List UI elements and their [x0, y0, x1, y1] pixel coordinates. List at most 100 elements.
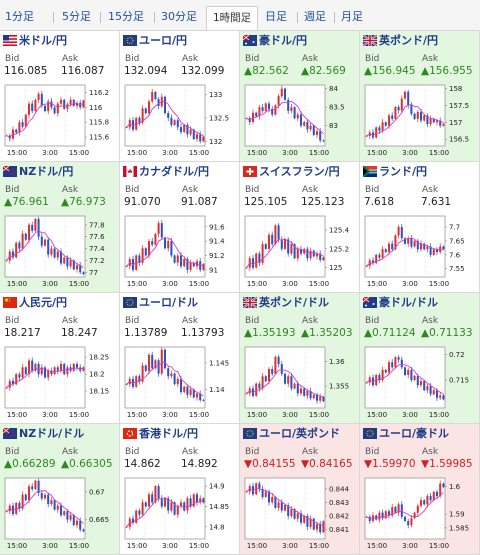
- pair-name-link[interactable]: 英ポンド/ドル: [259, 296, 330, 309]
- candlestick-chart[interactable]: 91.6 91.4 91.2 91 15:00 3:00 15:00: [123, 212, 236, 289]
- candle-body: [34, 99, 37, 112]
- candlestick-chart[interactable]: 77.8 77.6 77.4 77.2 77 15:00 3:00 15:00: [3, 212, 116, 289]
- pair-name-link[interactable]: 香港ドル/円: [139, 427, 199, 440]
- candlestick-chart[interactable]: 116.2 116 115.8 115.6 15:00 3:00 15:00: [3, 81, 116, 158]
- candlestick-chart[interactable]: 7.7 7.65 7.6 7.55 15:00 3:00 15:00: [363, 212, 476, 289]
- pair-card[interactable]: 香港ドル/円 Bid Ask 14.862 14.892 14.9 14.85 14.8 15:…: [120, 424, 240, 555]
- pair-card[interactable]: 英ポンド/円 Bid Ask ▲156.945 ▲156.955 158 157.5 157 1…: [360, 31, 480, 162]
- candle-body: [261, 244, 264, 263]
- candle-body: [125, 526, 128, 528]
- pair-card[interactable]: ユーロ/豪ドル Bid Ask ▼1.59970 ▼1.59985 1.6 1.59 1.58…: [360, 424, 480, 555]
- pair-card[interactable]: ユーロ/ドル Bid Ask 1.13789 1.13793 1.145 1.14 15:00…: [120, 293, 240, 424]
- tab-monthly[interactable]: 月足: [341, 10, 363, 23]
- candle-body: [384, 511, 387, 519]
- tab-1hour[interactable]: 1時間足: [206, 6, 259, 30]
- candlestick-chart[interactable]: 18.25 18.2 18.15 15:00 3:00 15:00: [3, 343, 116, 420]
- pair-card[interactable]: ユーロ/円 Bid Ask 132.094 132.099 133 132.5 132 15:0…: [120, 31, 240, 162]
- candle-body: [183, 124, 186, 132]
- candle-body: [296, 248, 299, 259]
- pair-card[interactable]: NZドル/円 Bid Ask ▲76.961 ▲76.973 77.8 77.6 77.4 77…: [0, 162, 120, 293]
- tab-daily[interactable]: 日足: [265, 10, 287, 23]
- tab-30min[interactable]: 30分足: [161, 10, 197, 23]
- candlestick-chart[interactable]: 158 157.5 157 156.5 15:00 3:00 15:00: [363, 81, 476, 158]
- pair-card[interactable]: 豪ドル/円 Bid Ask ▲82.562 ▲82.569 84 83.5 83 15:00 3:…: [240, 31, 360, 162]
- candle-body: [167, 113, 170, 118]
- bid-value: ▲0.71124: [364, 327, 416, 339]
- candlestick-chart[interactable]: 125.4 125.2 125 15:00 3:00 15:00: [243, 212, 356, 289]
- candlestick-chart[interactable]: 84 83.5 83 15:00 3:00 15:00: [243, 81, 356, 158]
- pair-name-link[interactable]: 豪ドル/ドル: [379, 296, 439, 309]
- candle-body: [312, 394, 315, 399]
- candle-body: [416, 375, 419, 386]
- pair-card[interactable]: カナダドル/円 Bid Ask 91.070 91.087 91.6 91.4 91.2 91 1…: [120, 162, 240, 293]
- candlestick-chart[interactable]: 0.844 0.843 0.842 0.841 15:00 3:00 15:00: [243, 474, 356, 551]
- candle-body: [131, 120, 135, 130]
- candle-body: [306, 390, 309, 396]
- pair-name-link[interactable]: ユーロ/豪ドル: [379, 427, 450, 440]
- pair-card[interactable]: ユーロ/英ポンド Bid Ask ▼0.84155 ▼0.84165 0.844 0.843…: [240, 424, 360, 555]
- candle-body: [75, 102, 79, 106]
- bid-value: 1.13789: [124, 327, 168, 339]
- pair-name-link[interactable]: 豪ドル/円: [259, 34, 308, 47]
- ask-value: 18.247: [61, 327, 98, 339]
- y-tick-label: 84: [329, 85, 338, 93]
- candle-body: [442, 246, 445, 250]
- pair-name-link[interactable]: 米ドル/円: [19, 34, 68, 47]
- x-tick-label: 15:00: [69, 411, 89, 419]
- candlestick-chart[interactable]: 1.36 1.355 15:00 3:00 15:00: [243, 343, 356, 420]
- tab-5min[interactable]: 5分足: [62, 10, 91, 23]
- pair-card[interactable]: ランド/円 Bid Ask 7.618 7.631 7.7 7.65 7.6 7.55 15:00…: [360, 162, 480, 293]
- tab-15min[interactable]: 15分足: [108, 10, 144, 23]
- candlestick-chart[interactable]: 14.9 14.85 14.8 15:00 3:00 15:00: [123, 474, 236, 551]
- y-tick-label: 157.5: [449, 102, 469, 110]
- candle-body: [277, 502, 280, 508]
- moving-average-line: [6, 230, 84, 269]
- candle-body: [154, 486, 157, 503]
- candle-body: [432, 491, 435, 501]
- pair-name-link[interactable]: NZドル/円: [19, 165, 74, 178]
- country-flag-icon: [123, 166, 137, 177]
- y-tick-label: 1.59: [449, 511, 465, 519]
- candle-body: [435, 120, 439, 123]
- candlestick-chart[interactable]: 1.6 1.59 1.585 15:00 3:00 15:00: [363, 474, 476, 551]
- candlestick-chart[interactable]: 133 132.5 132 15:00 3:00 15:00: [123, 81, 236, 158]
- candle-body: [394, 107, 397, 119]
- pair-name-link[interactable]: ユーロ/円: [139, 34, 188, 47]
- pair-name-link[interactable]: NZドル/ドル: [19, 427, 85, 440]
- candle-body: [50, 101, 53, 108]
- bid-label: Bid: [5, 447, 20, 457]
- tab-weekly[interactable]: 週足: [304, 10, 326, 23]
- x-tick-label: 15:00: [69, 280, 89, 288]
- candlestick-chart[interactable]: 0.67 0.665 15:00 3:00 15:00: [3, 474, 116, 551]
- pair-card[interactable]: 人民元/円 Bid Ask 18.217 18.247 18.25 18.2 18.15 15:…: [0, 293, 120, 424]
- pair-name-link[interactable]: スイスフラン/円: [259, 165, 340, 178]
- pair-name-link[interactable]: ランド/円: [379, 165, 428, 178]
- ask-value: 1.13793: [181, 327, 225, 339]
- candle-body: [375, 515, 378, 520]
- candle-body: [322, 396, 325, 402]
- country-flag-icon: [3, 35, 17, 46]
- tab-1min[interactable]: 1分足: [5, 10, 34, 23]
- pair-card[interactable]: 豪ドル/ドル Bid Ask ▲0.71124 ▲0.71133 0.72 0.715 15:…: [360, 293, 480, 424]
- bid-label: Bid: [5, 54, 20, 64]
- pair-card[interactable]: スイスフラン/円 Bid Ask 125.105 125.123 125.4 125.2 12…: [240, 162, 360, 293]
- pair-name-link[interactable]: カナダドル/円: [139, 165, 210, 178]
- candle-body: [195, 261, 199, 267]
- pair-name-link[interactable]: 英ポンド/円: [379, 34, 439, 47]
- pair-name-link[interactable]: ユーロ/英ポンド: [259, 427, 341, 440]
- bid-label: Bid: [365, 54, 380, 64]
- pair-card[interactable]: NZドル/ドル Bid Ask ▲0.66289 ▲0.66305 0.67 0.665 15…: [0, 424, 120, 555]
- candle-body: [290, 244, 293, 254]
- bid-value: 91.070: [124, 196, 161, 208]
- pair-card[interactable]: 米ドル/円 Bid Ask 116.085 116.087 116.2 116 115.8 11…: [0, 31, 120, 162]
- candlestick-chart[interactable]: 1.145 1.14 15:00 3:00 15:00: [123, 343, 236, 420]
- candlestick-chart[interactable]: 0.72 0.715 15:00 3:00 15:00: [363, 343, 476, 420]
- y-tick-label: 1.145: [209, 359, 229, 367]
- pair-card[interactable]: 英ポンド/ドル Bid Ask ▲1.35193 ▲1.35203 1.36 1.355 15…: [240, 293, 360, 424]
- candle-body: [66, 511, 69, 520]
- pair-name-link[interactable]: 人民元/円: [19, 296, 68, 309]
- x-tick-label: 15:00: [429, 542, 449, 550]
- pair-name-link[interactable]: ユーロ/ドル: [139, 296, 199, 309]
- candle-body: [280, 239, 283, 249]
